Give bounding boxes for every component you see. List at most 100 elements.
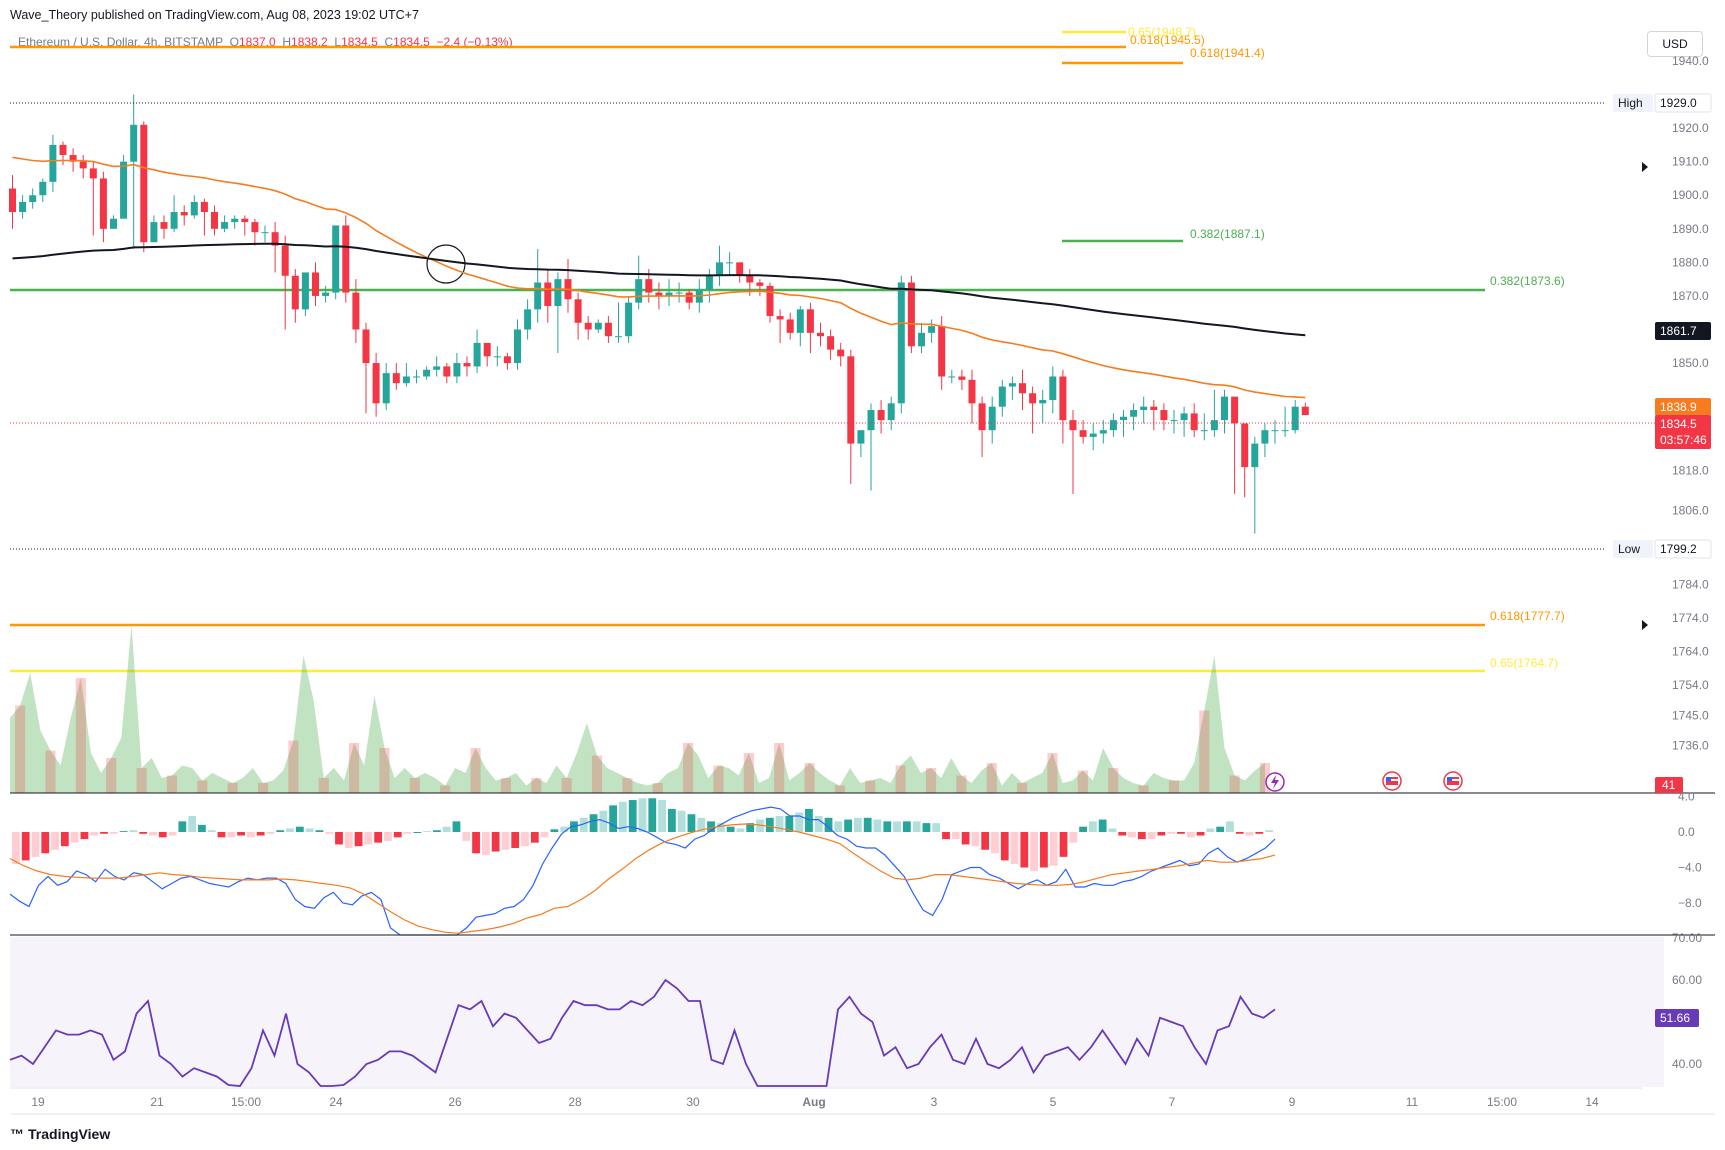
volume-down-segment bbox=[197, 780, 208, 793]
time-axis-tick: 24 bbox=[329, 1095, 343, 1109]
flag-canton-icon bbox=[1386, 777, 1391, 781]
candle-body bbox=[877, 410, 885, 421]
candle-body bbox=[332, 225, 340, 293]
macd-histogram-bar bbox=[1088, 821, 1097, 832]
price-axis-tick: 1764.0 bbox=[1672, 645, 1709, 659]
candle-body bbox=[1301, 406, 1309, 416]
candle-body bbox=[423, 369, 431, 377]
candle-body bbox=[281, 245, 289, 276]
candle-body bbox=[1039, 399, 1047, 404]
fib-label: 0.382(1873.6) bbox=[1490, 274, 1565, 288]
macd-histogram-bar bbox=[638, 798, 647, 832]
macd-histogram-bar bbox=[579, 817, 588, 832]
time-axis-tick: 9 bbox=[1289, 1095, 1296, 1109]
price-axis-tick: 1806.0 bbox=[1672, 504, 1709, 518]
price-axis-tick: 1818.0 bbox=[1672, 463, 1709, 477]
candle-body bbox=[99, 178, 107, 229]
price-axis-tick: 1774.0 bbox=[1672, 611, 1709, 625]
volume-tag-bg bbox=[1655, 777, 1683, 793]
ema200-line bbox=[12, 242, 1306, 337]
volume-down-segment bbox=[956, 775, 967, 793]
candle-body bbox=[1210, 420, 1218, 431]
candle-body bbox=[928, 326, 936, 333]
rsi-tag-bg bbox=[1655, 1009, 1699, 1027]
macd-histogram-bar bbox=[286, 828, 294, 832]
macd-histogram-bar bbox=[335, 832, 343, 845]
macd-histogram-bar bbox=[1147, 832, 1156, 840]
flag-stripe-icon bbox=[1447, 779, 1459, 781]
currency-button[interactable]: USD bbox=[1647, 31, 1703, 57]
macd-histogram-bar bbox=[198, 824, 206, 832]
candle-body bbox=[907, 282, 915, 347]
macd-histogram-bar bbox=[981, 832, 990, 850]
time-axis-tick: 28 bbox=[568, 1095, 582, 1109]
macd-histogram-bar bbox=[227, 832, 236, 838]
candle-body bbox=[453, 363, 461, 377]
macd-histogram-bar bbox=[139, 832, 148, 834]
macd-histogram-bar bbox=[824, 817, 833, 832]
candle-body bbox=[1019, 383, 1026, 394]
macd-histogram-bar bbox=[295, 826, 304, 832]
tradingview-logo[interactable]: ™ TradingView bbox=[10, 1126, 110, 1142]
price-tag: 1838.9 bbox=[1655, 398, 1711, 416]
fib-lines: 0.65(1948.7)0.618(1945.5)0.618(1941.4) 0.… bbox=[10, 25, 1565, 673]
ema50-line bbox=[12, 156, 1306, 399]
macd-histogram-bar bbox=[619, 801, 627, 832]
candle-body bbox=[493, 356, 501, 358]
macd-axis-tick: 0.0 bbox=[1678, 825, 1695, 839]
volume-down-segment bbox=[743, 753, 754, 793]
brand-name: TradingView bbox=[28, 1126, 111, 1142]
macd-histogram-bar bbox=[70, 832, 79, 843]
candle-body bbox=[200, 201, 208, 213]
macd-histogram-bar bbox=[1000, 832, 1009, 861]
symbol-name[interactable]: Ethereum / U.S. Dollar, 4h, BITSTAMP bbox=[18, 35, 223, 49]
macd-histogram-bar bbox=[1177, 832, 1185, 834]
time-axis-tick: 19 bbox=[31, 1095, 45, 1109]
candle-body bbox=[594, 322, 602, 330]
macd-histogram-bar bbox=[442, 826, 451, 832]
candle-body bbox=[675, 292, 683, 294]
volume-down-segment bbox=[288, 740, 299, 793]
candle-body bbox=[29, 195, 37, 202]
scale-marker-icon bbox=[1642, 162, 1648, 172]
price-axis-tick: 1900.0 bbox=[1672, 188, 1709, 202]
candle-body bbox=[19, 201, 27, 213]
candle-body bbox=[79, 161, 87, 169]
volume-down-segment bbox=[1077, 770, 1088, 793]
macd-histogram-bar bbox=[951, 832, 960, 840]
candle-body bbox=[352, 292, 360, 330]
volume-down-segment bbox=[136, 768, 147, 793]
macd-histogram-bar bbox=[12, 832, 20, 864]
candle-body bbox=[49, 144, 57, 182]
price-tag-value: 1834.5 bbox=[1660, 417, 1697, 431]
ohlc-open: 1837.0 bbox=[238, 35, 276, 49]
candle-body bbox=[1150, 406, 1158, 411]
volume-down-segment bbox=[166, 775, 177, 793]
macd-histogram-bar bbox=[991, 832, 999, 854]
candle-body bbox=[736, 262, 744, 276]
volume-fill bbox=[10, 625, 1265, 793]
macd-histogram-bar bbox=[237, 832, 245, 836]
flag-stripe-icon bbox=[1386, 779, 1398, 781]
time-axis-tick: 30 bbox=[686, 1095, 700, 1109]
flag-canton-icon bbox=[1447, 777, 1452, 781]
candle-body bbox=[271, 232, 279, 246]
fib-label: 0.382(1887.1) bbox=[1190, 227, 1265, 241]
candle-body bbox=[887, 403, 895, 421]
candle-body bbox=[473, 342, 481, 367]
macd-axis-tick: 4.0 bbox=[1678, 790, 1695, 804]
macd-histogram-bar bbox=[433, 830, 441, 832]
candle-body bbox=[1261, 430, 1269, 444]
candle-body bbox=[89, 168, 97, 179]
volume-down-segment bbox=[318, 778, 329, 793]
candle-body bbox=[796, 309, 804, 333]
volume-down-segment bbox=[652, 783, 663, 793]
time-axis-tick: Aug bbox=[802, 1095, 825, 1109]
candle-body bbox=[190, 201, 198, 216]
time-axis-tick: 14 bbox=[1585, 1095, 1599, 1109]
candle-body bbox=[382, 373, 390, 404]
volume-tag-value: 41 bbox=[1662, 778, 1676, 792]
macd-histogram-bar bbox=[1040, 832, 1048, 868]
ema-lines bbox=[12, 156, 1306, 399]
